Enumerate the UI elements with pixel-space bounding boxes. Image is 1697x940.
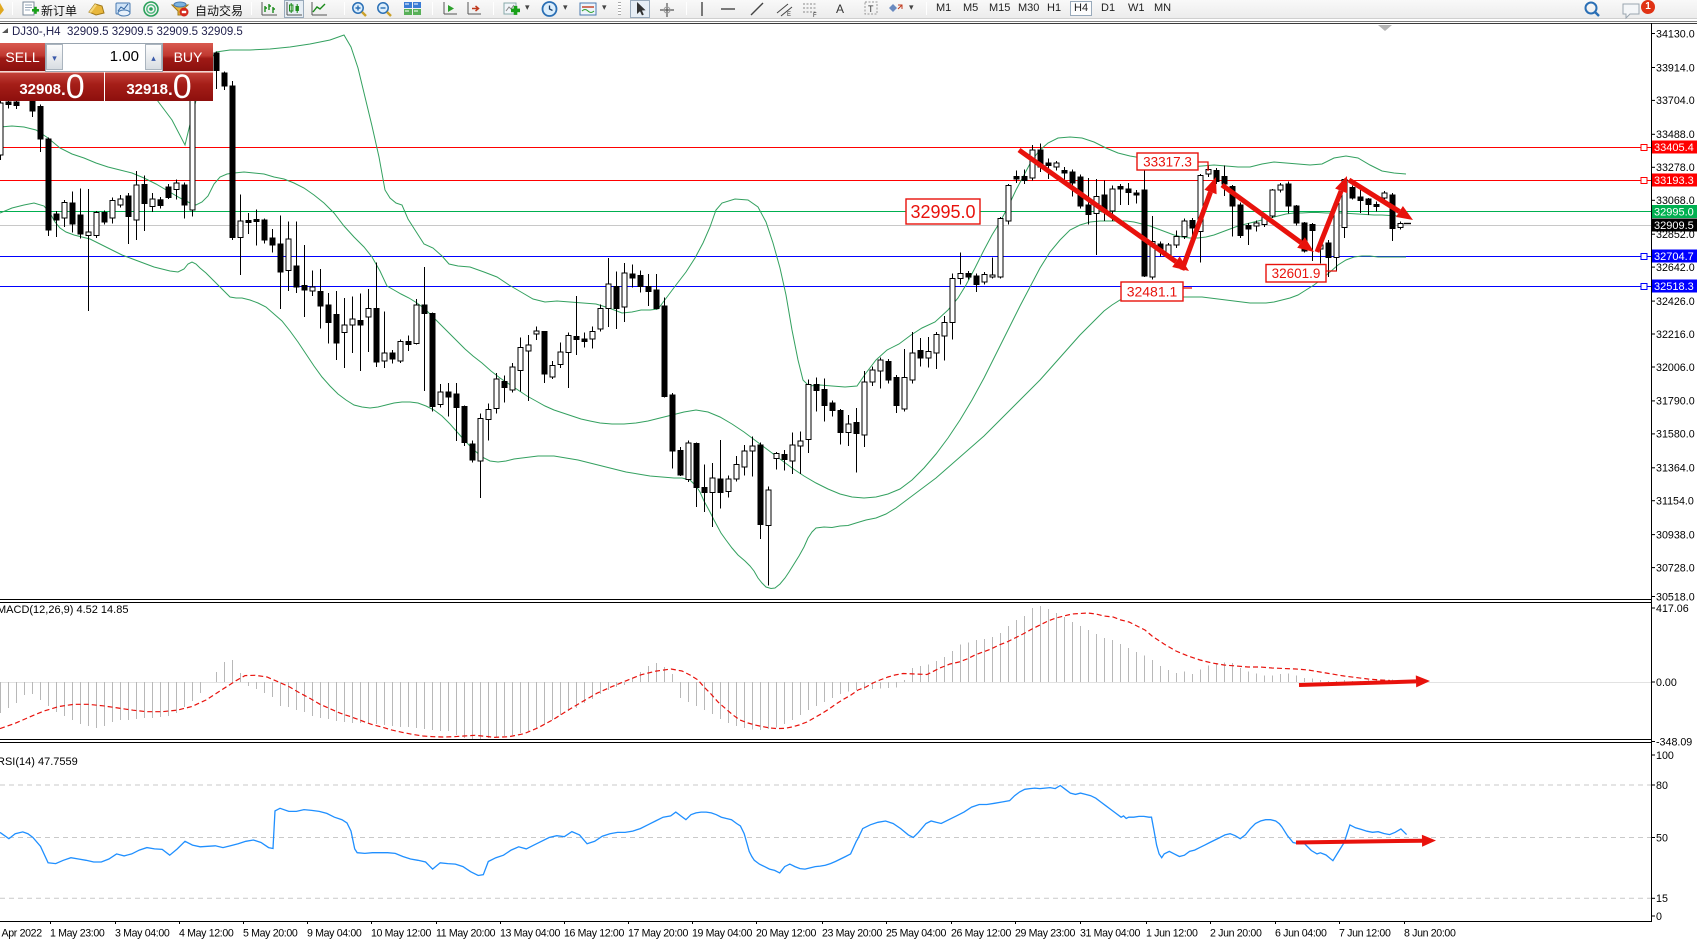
svg-text:32426.0: 32426.0 [1656,296,1695,308]
svg-text:33914.0: 33914.0 [1656,62,1695,74]
svg-text:32601.9: 32601.9 [1272,266,1321,281]
svg-text:DJ30-,H4 32909.5 32909.5 3290: DJ30-,H4 32909.5 32909.5 32909.5 32909.5 [12,26,243,38]
svg-text:30518.0: 30518.0 [1656,591,1695,603]
svg-text:RSI(14) 47.7559: RSI(14) 47.7559 [0,756,78,768]
svg-text:11 May 20:00: 11 May 20:00 [436,928,496,940]
svg-text:33317.3: 33317.3 [1143,154,1192,169]
svg-text:32481.1: 32481.1 [1127,284,1178,300]
svg-text:34130.0: 34130.0 [1656,28,1695,40]
svg-text:32216.0: 32216.0 [1656,329,1695,341]
svg-text:F: F [813,13,817,17]
svg-text:31790.0: 31790.0 [1656,396,1695,408]
svg-text:17 May 20:00: 17 May 20:00 [628,928,688,940]
svg-text:33704.0: 33704.0 [1656,95,1695,107]
svg-text:T: T [868,4,874,14]
svg-text:13 May 04:00: 13 May 04:00 [500,928,560,940]
svg-text:1 Jun 12:00: 1 Jun 12:00 [1146,928,1198,940]
svg-text:31154.0: 31154.0 [1656,496,1694,508]
svg-text:0.00: 0.00 [1656,677,1677,689]
svg-text:32995.0: 32995.0 [1654,206,1694,218]
svg-text:8 Apr 2022: 8 Apr 2022 [0,928,42,940]
svg-text:-348.09: -348.09 [1656,736,1692,748]
svg-text:33278.0: 33278.0 [1656,162,1695,174]
svg-text:33193.3: 33193.3 [1654,175,1694,187]
svg-text:31580.0: 31580.0 [1656,429,1695,441]
svg-text:32704.7: 32704.7 [1654,251,1694,263]
svg-text:32006.0: 32006.0 [1656,362,1695,374]
svg-text:32995.0: 32995.0 [910,202,975,222]
svg-text:31 May 04:00: 31 May 04:00 [1080,928,1140,940]
svg-text:1 May 23:00: 1 May 23:00 [50,928,105,940]
svg-text:32909.5: 32909.5 [1654,220,1694,232]
svg-text:20 May 12:00: 20 May 12:00 [756,928,816,940]
svg-text:29 May 23:00: 29 May 23:00 [1015,928,1075,940]
svg-text:23 May 20:00: 23 May 20:00 [822,928,882,940]
svg-text:6 Jun 04:00: 6 Jun 04:00 [1275,928,1327,940]
svg-text:5 May 20:00: 5 May 20:00 [243,928,298,940]
svg-text:26 May 12:00: 26 May 12:00 [951,928,1011,940]
svg-text:8 Jun 20:00: 8 Jun 20:00 [1404,928,1456,940]
svg-text:2 Jun 20:00: 2 Jun 20:00 [1210,928,1262,940]
svg-text:100: 100 [1656,750,1674,762]
svg-text:30728.0: 30728.0 [1656,562,1695,574]
svg-text:80: 80 [1656,780,1668,792]
svg-text:19 May 04:00: 19 May 04:00 [692,928,752,940]
svg-text:3 May 04:00: 3 May 04:00 [115,928,170,940]
svg-text:31364.0: 31364.0 [1656,463,1695,475]
svg-text:E: E [787,12,791,17]
svg-text:417.06: 417.06 [1656,603,1689,615]
svg-text:33488.0: 33488.0 [1656,129,1695,141]
svg-text:9 May 04:00: 9 May 04:00 [307,928,362,940]
svg-text:32852.0: 32852.0 [1656,229,1695,241]
svg-text:30938.0: 30938.0 [1656,529,1695,541]
svg-text:25 May 04:00: 25 May 04:00 [886,928,946,940]
svg-text:33405.4: 33405.4 [1654,142,1694,154]
svg-text:32642.0: 32642.0 [1656,262,1695,274]
svg-text:33068.0: 33068.0 [1656,195,1695,207]
svg-text:50: 50 [1656,832,1668,844]
svg-text:4 May 12:00: 4 May 12:00 [179,928,234,940]
svg-text:15: 15 [1656,893,1668,905]
svg-text:7 Jun 12:00: 7 Jun 12:00 [1339,928,1391,940]
svg-text:10 May 12:00: 10 May 12:00 [371,928,431,940]
svg-text:0: 0 [1656,911,1662,923]
svg-text:MACD(12,26,9) 4.52 14.85: MACD(12,26,9) 4.52 14.85 [0,604,128,616]
svg-text:32518.3: 32518.3 [1654,281,1694,293]
svg-text:16 May 12:00: 16 May 12:00 [564,928,624,940]
